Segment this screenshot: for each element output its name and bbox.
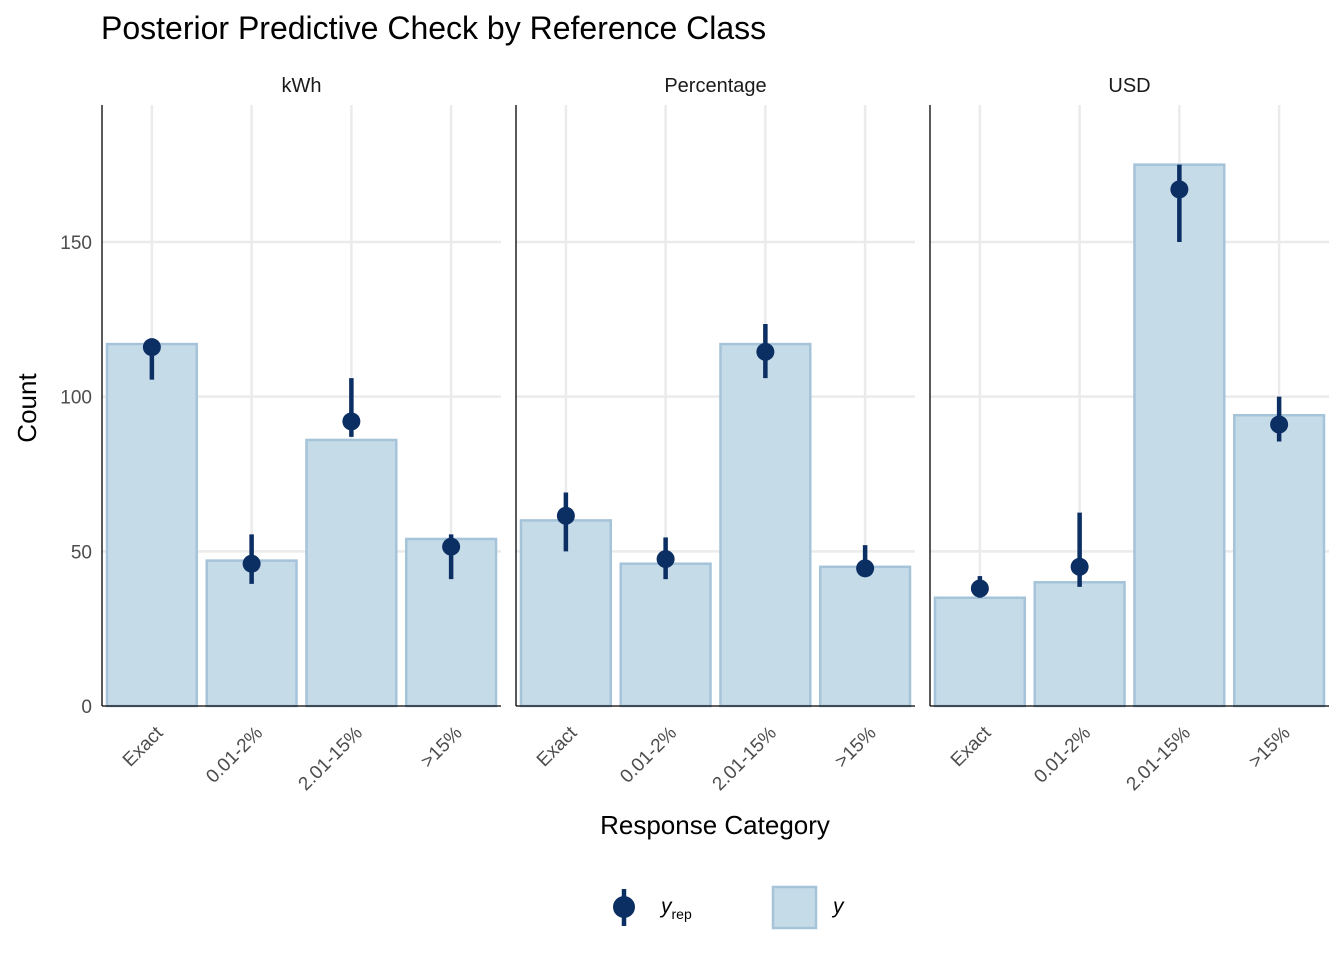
legend-label-y: y [831, 895, 845, 918]
bar-y [1033, 581, 1126, 708]
bar-y [305, 438, 398, 708]
x-tick-label: 2.01-15% [295, 723, 367, 795]
facet-panel: USD Exact 0.01-2% 2.01-15% >15% [929, 75, 1329, 795]
yrep-point [556, 506, 575, 525]
legend-label-yrep: yrep [659, 895, 692, 922]
x-tick-label: 0.01-2% [616, 723, 681, 788]
yrep-point [442, 537, 461, 556]
bar-y [1133, 163, 1226, 708]
x-tick-label: 2.01-15% [1123, 723, 1195, 795]
yrep-point [242, 554, 261, 573]
x-tick-label: >15% [417, 723, 467, 773]
x-tick-label: Exact [533, 722, 582, 771]
yrep-point [1270, 415, 1289, 434]
x-tick-label: 0.01-2% [1030, 723, 1095, 788]
x-tick-label: >15% [831, 723, 881, 773]
legend-item-yrep: yrep [613, 889, 692, 926]
x-tick-label: Exact [947, 722, 996, 771]
yrep-point [656, 550, 675, 569]
y-tick-label: 150 [60, 233, 92, 254]
facet-strip-label: kWh [282, 75, 322, 97]
facets: kWh Exact 0.01-2% 2.01-15% >15% 0 50 100 150 Perc… [60, 75, 1329, 795]
y-tick-label: 50 [71, 542, 92, 563]
x-axis-title: Response Category [600, 810, 830, 840]
yrep-point [856, 559, 875, 578]
legend: yrep y [613, 885, 845, 930]
bar-y [1232, 413, 1326, 708]
yrep-point [970, 579, 989, 598]
chart-title: Posterior Predictive Check by Reference … [101, 10, 766, 46]
x-tick-label: >15% [1245, 723, 1295, 773]
legend-yrep-point [613, 896, 635, 918]
legend-item-y: y [771, 885, 845, 930]
bar-y [719, 342, 812, 708]
bar-y [818, 565, 912, 708]
bar-y [619, 562, 712, 708]
x-tick-label: 2.01-15% [709, 723, 781, 795]
yrep-point [756, 342, 775, 361]
x-tick-label: 0.01-2% [202, 723, 267, 788]
bar-y [519, 519, 613, 708]
facet-strip-label: USD [1108, 75, 1150, 97]
facet-strip-label: Percentage [664, 75, 766, 97]
y-axis-title: Count [12, 373, 42, 443]
facet-panel: kWh Exact 0.01-2% 2.01-15% >15% 0 50 100 150 [60, 75, 501, 795]
y-tick-label: 100 [60, 388, 92, 409]
y-tick-label: 0 [81, 697, 92, 718]
legend-y-swatch [771, 885, 818, 930]
x-tick-label: Exact [119, 722, 168, 771]
yrep-point [1170, 180, 1189, 199]
bar-y [105, 342, 199, 708]
facet-panel: Percentage Exact 0.01-2% 2.01-15% >15% [515, 75, 915, 795]
yrep-point [142, 338, 161, 357]
yrep-point [1070, 557, 1089, 576]
bar-y [933, 596, 1027, 708]
yrep-point [342, 412, 361, 431]
